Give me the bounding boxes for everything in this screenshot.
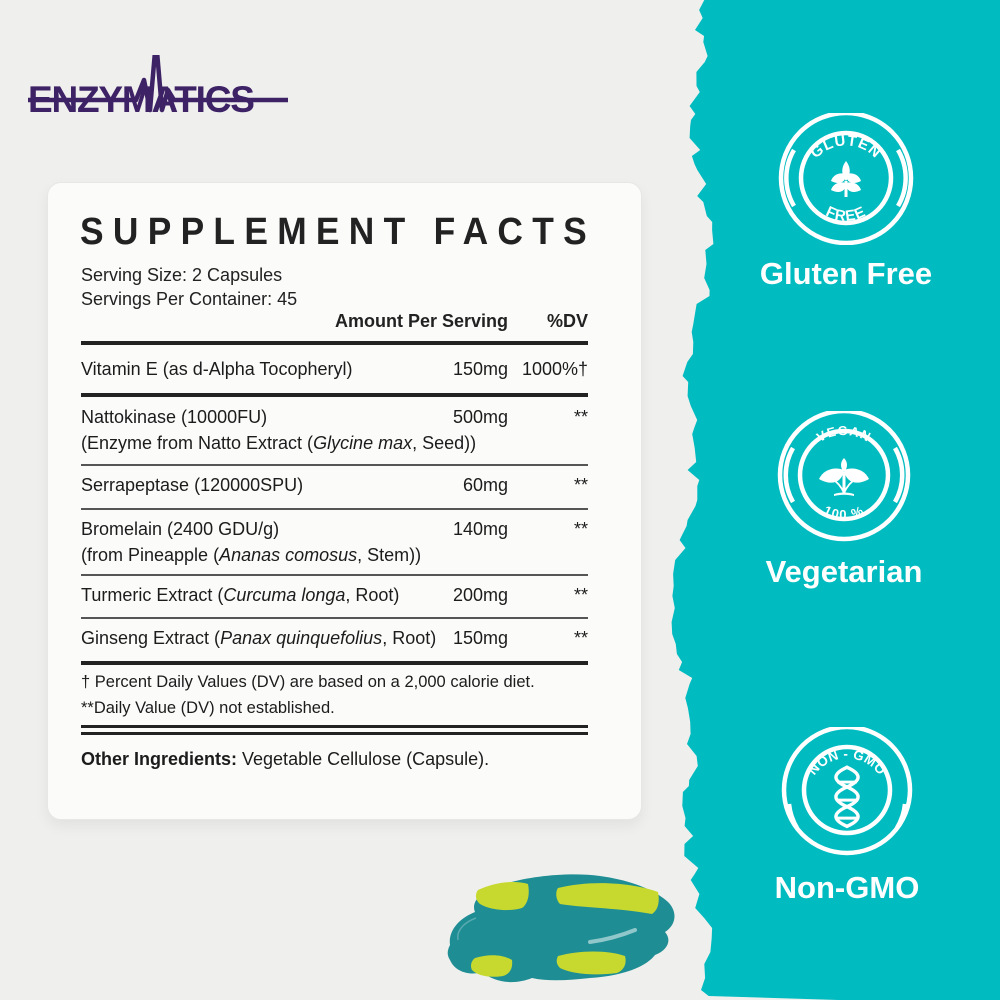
svg-text:VEGAN: VEGAN <box>814 423 874 445</box>
svg-text:100 %: 100 % <box>821 503 866 523</box>
svg-text:NON - GMO: NON - GMO <box>805 746 889 777</box>
svg-text:GLUTEN: GLUTEN <box>807 132 884 162</box>
